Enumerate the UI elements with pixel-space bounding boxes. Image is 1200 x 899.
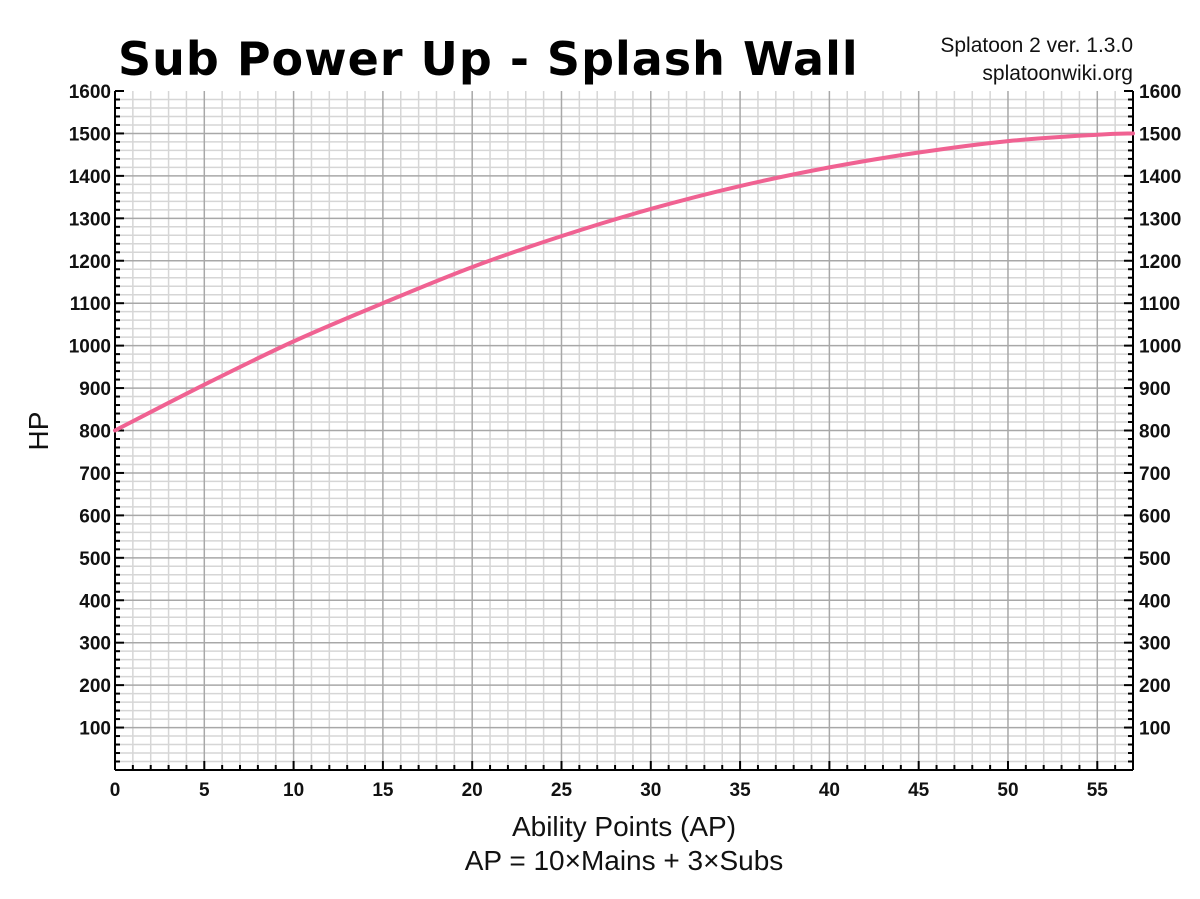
x-tick-label: 30 — [640, 780, 661, 801]
x-tick-label: 25 — [551, 780, 573, 801]
x-tick-label: 20 — [462, 780, 483, 801]
y-tick-label: 500 — [1139, 549, 1171, 570]
x-tick-labels: 0 5 10 15 20 25 30 35 40 45 50 55 — [110, 780, 1109, 801]
y-tick-label: 1000 — [69, 337, 111, 358]
y-tick-label: 900 — [1139, 379, 1171, 400]
y-tick-label: 1600 — [1139, 82, 1181, 103]
x-axis-formula: AP = 10×Mains + 3×Subs — [465, 845, 784, 876]
y-tick-label: 700 — [1139, 464, 1171, 485]
y-axis-label: HP — [23, 412, 54, 451]
axis-ticks — [114, 90, 1134, 771]
y-tick-label: 200 — [1139, 676, 1171, 697]
y-tick-label: 300 — [1139, 634, 1171, 655]
y-tick-label: 1000 — [1139, 337, 1181, 358]
y-tick-label: 1400 — [69, 167, 111, 188]
source-site: splatoonwiki.org — [982, 62, 1133, 85]
y-tick-labels-left: 100 200 300 400 500 600 700 800 900 1000 1100 1200 1… — [69, 82, 111, 740]
x-tick-label: 55 — [1087, 780, 1109, 801]
y-tick-label: 1200 — [69, 252, 111, 273]
y-tick-label: 1400 — [1139, 167, 1181, 188]
x-tick-label: 5 — [199, 780, 210, 801]
y-tick-label: 1600 — [69, 82, 111, 103]
y-tick-label: 900 — [79, 379, 111, 400]
y-tick-label: 1100 — [1139, 294, 1180, 315]
y-tick-label: 800 — [1139, 422, 1171, 443]
y-tick-label: 1500 — [1139, 124, 1181, 145]
y-tick-label: 400 — [79, 591, 111, 612]
y-tick-label: 600 — [1139, 506, 1171, 527]
x-tick-label: 10 — [283, 780, 304, 801]
x-tick-label: 50 — [997, 780, 1018, 801]
plot-grid — [115, 91, 1133, 770]
x-tick-label: 40 — [819, 780, 840, 801]
y-tick-label: 1100 — [70, 294, 111, 315]
y-tick-label: 700 — [79, 464, 111, 485]
y-tick-label: 400 — [1139, 591, 1171, 612]
y-tick-label: 200 — [79, 676, 111, 697]
y-tick-label: 100 — [1139, 719, 1171, 740]
y-tick-labels-right: 100 200 300 400 500 600 700 800 900 1000 1100 1200 1… — [1139, 82, 1181, 740]
y-tick-label: 100 — [79, 719, 111, 740]
y-tick-label: 800 — [79, 422, 111, 443]
y-tick-label: 500 — [79, 549, 111, 570]
y-tick-label: 1300 — [69, 209, 111, 230]
y-tick-label: 300 — [79, 634, 111, 655]
x-tick-label: 45 — [908, 780, 930, 801]
x-tick-label: 15 — [372, 780, 394, 801]
y-tick-label: 1300 — [1139, 209, 1181, 230]
y-tick-label: 1500 — [69, 124, 111, 145]
x-tick-label: 35 — [730, 780, 752, 801]
x-axis-label: Ability Points (AP) — [512, 811, 736, 842]
chart-title: Sub Power Up - Splash Wall — [118, 32, 859, 86]
y-tick-label: 600 — [79, 506, 111, 527]
hp-curve — [113, 131, 1135, 433]
y-tick-label: 1200 — [1139, 252, 1181, 273]
x-tick-label: 0 — [110, 780, 121, 801]
source-version: Splatoon 2 ver. 1.3.0 — [940, 34, 1133, 57]
